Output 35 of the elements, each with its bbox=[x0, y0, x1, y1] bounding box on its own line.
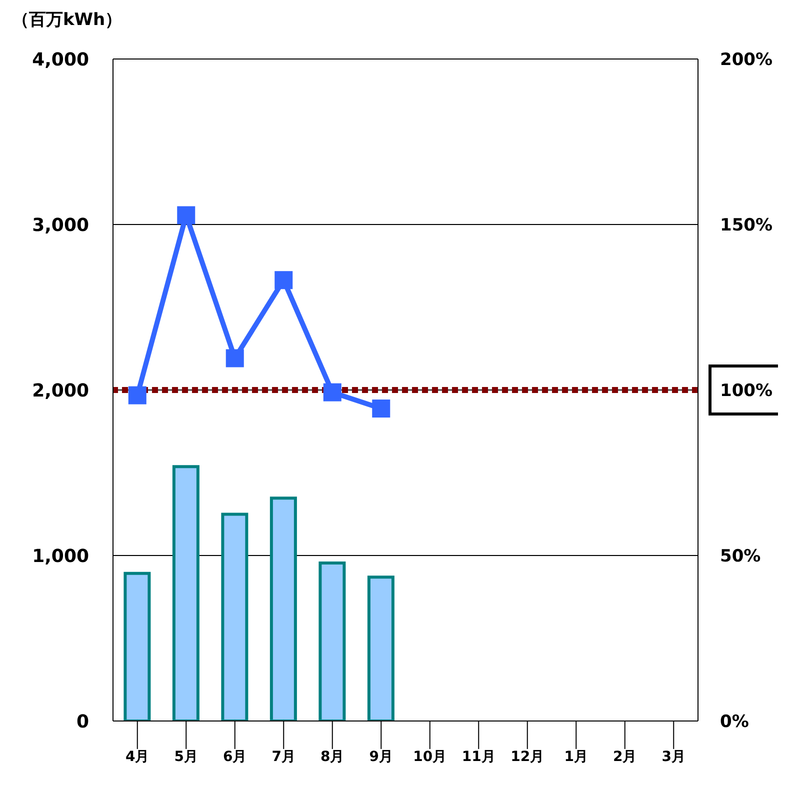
y2-tick-label: 0% bbox=[720, 712, 749, 732]
x-tick-label: 1月 bbox=[564, 748, 588, 765]
point bbox=[372, 400, 390, 418]
point bbox=[274, 271, 293, 290]
bar bbox=[221, 512, 248, 721]
x-tick-label: 8月 bbox=[320, 748, 344, 765]
x-tick-label: 2月 bbox=[613, 748, 637, 765]
bar bbox=[124, 572, 151, 721]
bar bbox=[172, 465, 200, 721]
y-axis-title: （百万kWh） bbox=[12, 9, 122, 31]
bar bbox=[318, 561, 346, 721]
point bbox=[323, 383, 342, 402]
y-tick-label: 1,000 bbox=[32, 546, 89, 567]
y2-tick-label: 50% bbox=[720, 546, 761, 566]
x-tick-label: 9月 bbox=[369, 748, 393, 765]
x-tick-label: 10月 bbox=[413, 748, 447, 765]
point bbox=[226, 349, 244, 368]
point bbox=[128, 386, 146, 404]
x-tick-label: 11月 bbox=[462, 748, 496, 765]
y-tick-label: 2,000 bbox=[32, 380, 89, 402]
x-tick-label: 5月 bbox=[174, 748, 198, 765]
y2-tick-label: 200% bbox=[720, 50, 773, 70]
x-tick-label: 7月 bbox=[272, 748, 296, 765]
x-tick-label: 6月 bbox=[223, 748, 247, 765]
x-tick-label: 12月 bbox=[510, 748, 544, 765]
y-tick-label: 0 bbox=[76, 711, 89, 732]
bar bbox=[270, 496, 297, 721]
y2-tick-label: 150% bbox=[720, 216, 773, 236]
y2-tick-label: 100% bbox=[720, 381, 773, 401]
point bbox=[177, 206, 196, 224]
y-tick-label: 3,000 bbox=[32, 214, 89, 236]
x-tick-label: 4月 bbox=[126, 748, 150, 765]
y-tick-label: 4,000 bbox=[32, 49, 89, 70]
x-tick-label: 3月 bbox=[662, 748, 686, 765]
bar bbox=[367, 576, 394, 721]
